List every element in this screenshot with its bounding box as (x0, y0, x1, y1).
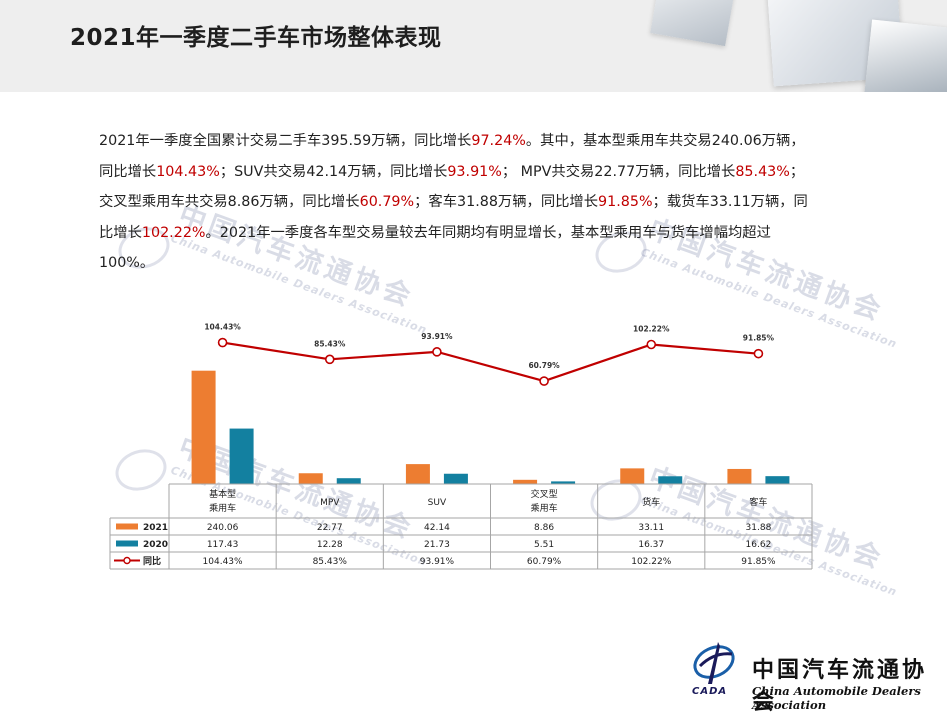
paragraph-text: 。2021年一季度各车型交易量较去年同期均有明显增长，基本型乘用车与货车增幅均超… (205, 224, 771, 241)
paragraph-text: ；SUV共交易42.14万辆，同比增长 (219, 163, 448, 180)
table-cell-value: 93.91% (420, 557, 455, 567)
paragraph-line: 同比增长104.43%；SUV共交易42.14万辆，同比增长93.91%； MP… (99, 157, 879, 188)
table-cell-value: 16.62 (746, 540, 772, 550)
table-cell-value: 31.88 (746, 523, 772, 533)
growth-rate-highlight: 97.24% (471, 133, 526, 149)
yoy-point-0 (217, 337, 228, 348)
bar-2020-5 (765, 476, 790, 484)
category-label: 基本型 (209, 488, 236, 500)
table-cell-value: 21.73 (424, 540, 450, 550)
cada-logo-icon (693, 642, 735, 684)
paragraph-line: 交叉型乘用车共交易8.86万辆，同比增长60.79%；客车31.88万辆，同比增… (99, 187, 879, 218)
table-cell-value: 60.79% (527, 557, 562, 567)
bar-2021-5 (727, 468, 752, 484)
table-cell-value: 85.43% (313, 557, 348, 567)
paragraph-text: 同比增长 (99, 163, 157, 180)
growth-rate-highlight: 85.43% (735, 163, 790, 180)
bar-2021-2 (405, 464, 430, 484)
legend-marker (123, 556, 131, 565)
legend-label-同比: 同比 (143, 555, 161, 567)
paragraph-text: 比增长 (99, 224, 142, 241)
table-cell-value: 240.06 (207, 523, 239, 533)
footer-org-name-en: China Automobile Dealers Association (752, 684, 921, 712)
legend-label-2020: 2020 (143, 540, 168, 550)
bar-2021-1 (298, 473, 323, 484)
category-label: 乘用车 (531, 502, 558, 514)
yoy-data-label: 91.85% (743, 334, 775, 343)
paragraph-text: ；客车31.88万辆，同比增长 (414, 194, 599, 211)
category-label: 乘用车 (209, 502, 236, 514)
table-cell-value: 22.77 (317, 523, 343, 533)
bar-2020-3 (551, 481, 576, 484)
yoy-data-label: 60.79% (528, 361, 560, 370)
paragraph-line: 比增长102.22%。2021年一季度各车型交易量较去年同期均有明显增长，基本型… (99, 218, 879, 249)
category-label: MPV (320, 498, 340, 508)
yoy-data-label: 104.43% (204, 323, 241, 332)
category-label: 客车 (749, 496, 767, 508)
bar-2021-4 (620, 468, 645, 484)
yoy-point-4 (646, 339, 657, 350)
growth-rate-highlight: 60.79% (359, 194, 415, 211)
table-cell-value: 102.22% (631, 557, 671, 567)
legend-swatch-2020 (116, 540, 138, 547)
bar-2020-1 (336, 478, 361, 484)
cada-logo-text: CADA (692, 686, 728, 697)
bar-2020-0 (229, 428, 254, 484)
table-cell-value: 117.43 (207, 540, 239, 550)
paragraph-text: 。其中，基本型乘用车共交易240.06万辆， (525, 133, 805, 149)
paragraph-line: 2021年一季度全国累计交易二手车395.59万辆，同比增长97.24%。其中，… (99, 126, 879, 157)
bar-2021-3 (513, 479, 538, 484)
table-cell-value: 33.11 (638, 523, 664, 533)
table-cell-value: 16.37 (638, 540, 664, 550)
header-banner: 2021年一季度二手车市场整体表现 (0, 0, 947, 92)
yoy-point-5 (753, 348, 764, 359)
page-title: 2021年一季度二手车市场整体表现 (70, 25, 442, 51)
paragraph-line: 100%。 (99, 248, 879, 279)
paragraph-text: ； (789, 163, 805, 180)
paragraph-text: ；载货车33.11万辆，同 (652, 194, 808, 211)
bar-2020-2 (443, 473, 468, 484)
paragraph-text: 100%。 (99, 255, 155, 272)
growth-rate-highlight: 91.85% (598, 194, 653, 211)
table-cell-value: 104.43% (203, 557, 243, 567)
legend-swatch-2021 (116, 523, 138, 530)
table-cell-value: 5.51 (534, 540, 554, 550)
growth-rate-highlight: 104.43% (156, 163, 220, 180)
summary-paragraph: 2021年一季度全国累计交易二手车395.59万辆，同比增长97.24%。其中，… (99, 126, 879, 279)
category-label: 货车 (642, 496, 660, 508)
yoy-point-2 (432, 347, 442, 357)
yoy-data-label: 93.91% (421, 332, 453, 341)
category-label: 交叉型 (531, 488, 558, 500)
growth-rate-highlight: 102.22% (141, 224, 206, 241)
bar-2021-0 (191, 370, 216, 484)
bar-2020-4 (658, 476, 683, 484)
table-cell-value: 8.86 (534, 523, 554, 533)
yoy-point-3 (539, 376, 549, 386)
yoy-point-1 (324, 354, 335, 365)
table-cell-value: 12.28 (317, 540, 343, 550)
legend-label-2021: 2021 (143, 523, 168, 533)
growth-rate-highlight: 93.91% (447, 163, 502, 180)
table-cell-value: 91.85% (741, 557, 776, 567)
yoy-growth-line (222, 341, 759, 383)
paragraph-text: 2021年一季度全国累计交易二手车395.59万辆，同比增长 (99, 133, 472, 149)
table-cell-value: 42.14 (424, 523, 450, 533)
category-label: SUV (428, 498, 447, 508)
yoy-data-label: 102.22% (633, 325, 670, 334)
paragraph-text: 交叉型乘用车共交易8.86万辆，同比增长 (99, 194, 360, 211)
yoy-data-label: 85.43% (314, 339, 346, 348)
paragraph-text: ； MPV共交易22.77万辆，同比增长 (501, 163, 736, 180)
